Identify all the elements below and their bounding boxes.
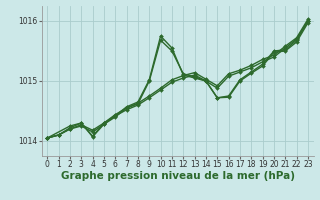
- X-axis label: Graphe pression niveau de la mer (hPa): Graphe pression niveau de la mer (hPa): [60, 171, 295, 181]
